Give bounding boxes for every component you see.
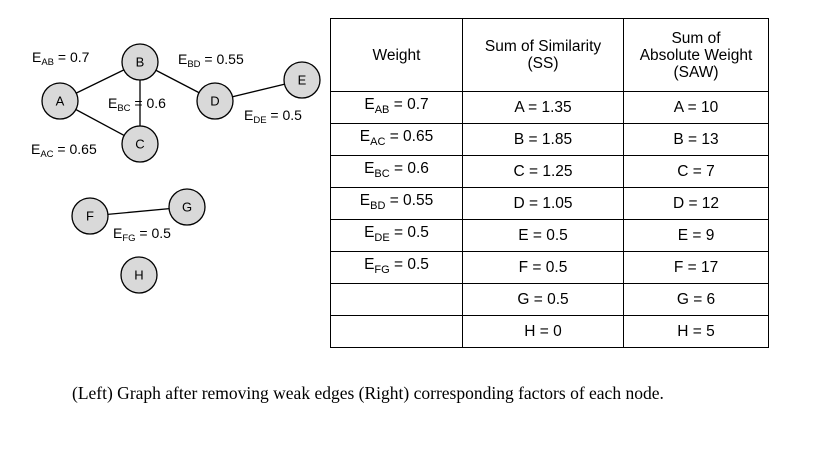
edge-labels-layer: EAB = 0.7 EAC = 0.65 EBC = 0.6 EBD = 0.55 ED… [31, 49, 302, 244]
nodes-layer: A B C D E F G H [41, 43, 321, 294]
cell-ss: H = 0 [462, 315, 624, 348]
node-f: F [71, 197, 109, 235]
cell-weight: EAC = 0.65 [330, 123, 463, 156]
node-b: B [121, 43, 159, 81]
node-circle [168, 188, 206, 226]
table-header-row: Weight Sum of Similarity (SS) Sum of Absol… [330, 18, 769, 92]
table-row: EBD = 0.55 D = 1.05 D = 12 [330, 187, 769, 220]
node-g: G [168, 188, 206, 226]
cell-weight: EDE = 0.5 [330, 219, 463, 252]
node-label: F [86, 209, 94, 224]
cell-saw: A = 10 [623, 91, 769, 124]
table-row: G = 0.5 G = 6 [330, 283, 769, 316]
node-e: E [283, 61, 321, 99]
factors-table: Weight Sum of Similarity (SS) Sum of Absol… [330, 18, 769, 348]
edge-label-de: EDE = 0.5 [244, 107, 302, 126]
header-ss: Sum of Similarity (SS) [462, 18, 624, 92]
table-row: EBC = 0.6 C = 1.25 C = 7 [330, 155, 769, 188]
edge-label-bd: EBD = 0.55 [178, 51, 244, 70]
cell-ss: F = 0.5 [462, 251, 624, 284]
table-row: EDE = 0.5 E = 0.5 E = 9 [330, 219, 769, 252]
cell-weight: EBC = 0.6 [330, 155, 463, 188]
cell-saw: G = 6 [623, 283, 769, 316]
cell-saw: B = 13 [623, 123, 769, 156]
cell-ss: G = 0.5 [462, 283, 624, 316]
node-label: C [135, 137, 144, 152]
cell-ss: E = 0.5 [462, 219, 624, 252]
cell-ss: B = 1.85 [462, 123, 624, 156]
cell-weight: EBD = 0.55 [330, 187, 463, 220]
table-row: EAB = 0.7 A = 1.35 A = 10 [330, 91, 769, 124]
header-saw-line2: Absolute Weight [639, 46, 753, 64]
node-label: A [56, 94, 65, 109]
cell-ss: A = 1.35 [462, 91, 624, 124]
edge-label-fg: EFG = 0.5 [113, 225, 171, 244]
cell-saw: D = 12 [623, 187, 769, 220]
node-label: H [134, 268, 143, 283]
edge-label-bc: EBC = 0.6 [108, 95, 166, 114]
table-row: EAC = 0.65 B = 1.85 B = 13 [330, 123, 769, 156]
cell-weight: EAB = 0.7 [330, 91, 463, 124]
figure-caption: (Left) Graph after removing weak edges (… [72, 383, 664, 403]
edge-label-ab: EAB = 0.7 [32, 49, 90, 68]
header-ss-line2: (SS) [527, 55, 559, 72]
node-label: E [298, 73, 307, 88]
cell-weight [330, 283, 463, 316]
cell-saw: F = 17 [623, 251, 769, 284]
node-circle [41, 82, 79, 120]
cell-saw: H = 5 [623, 315, 769, 348]
node-label: G [182, 200, 192, 215]
node-circle [283, 61, 321, 99]
table-row: EFG = 0.5 F = 0.5 F = 17 [330, 251, 769, 284]
node-circle [121, 43, 159, 81]
node-d: D [196, 82, 234, 120]
header-weight-text: Weight [372, 46, 421, 64]
cell-saw: E = 9 [623, 219, 769, 252]
node-a: A [41, 82, 79, 120]
cell-weight: EFG = 0.5 [330, 251, 463, 284]
header-saw: Sum of Absolute Weight (SAW) [623, 18, 769, 92]
table-body: EAB = 0.7 A = 1.35 A = 10 EAC = 0.65 B = 1.8… [330, 91, 769, 348]
header-ss-line1: Sum of Similarity [484, 38, 602, 55]
node-circle [120, 256, 158, 294]
node-h: H [120, 256, 158, 294]
cell-saw: C = 7 [623, 155, 769, 188]
node-circle [71, 197, 109, 235]
header-saw-line3: (SAW) [673, 63, 719, 81]
node-label: D [210, 94, 219, 109]
header-saw-line1: Sum of [671, 29, 721, 47]
header-weight: Weight [330, 18, 463, 92]
node-label: B [136, 55, 145, 70]
edge-label-ac: EAC = 0.65 [31, 141, 97, 160]
graph-diagram: A B C D E F G H EAB = 0.7 EAC = 0.65 EBC = 0.6 EBD… [31, 43, 321, 294]
node-circle [121, 125, 159, 163]
cell-weight [330, 315, 463, 348]
node-c: C [121, 125, 159, 163]
cell-ss: D = 1.05 [462, 187, 624, 220]
node-circle [196, 82, 234, 120]
cell-ss: C = 1.25 [462, 155, 624, 188]
